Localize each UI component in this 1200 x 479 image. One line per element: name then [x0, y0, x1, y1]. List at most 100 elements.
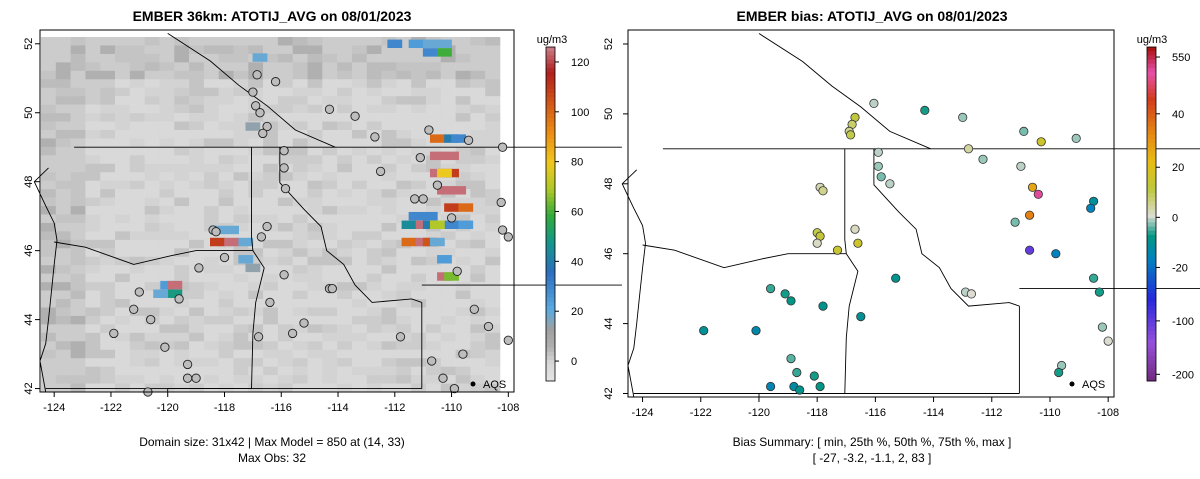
model-grid-cell	[351, 248, 368, 258]
model-grid-cell	[470, 138, 486, 148]
model-grid-cell	[411, 299, 427, 308]
model-grid-cell	[322, 129, 338, 139]
x-tick-label: -116	[865, 407, 886, 419]
model-grid-cell	[425, 96, 442, 105]
border-line	[621, 169, 646, 398]
model-grid-cell	[115, 248, 131, 258]
model-grid-cell	[277, 70, 294, 80]
model-grid-cell	[248, 96, 264, 105]
model-grid-cell	[292, 273, 308, 283]
model-grid-cell	[396, 96, 412, 105]
model-grid-cell	[55, 231, 71, 241]
model-grid-cell	[422, 211, 438, 221]
model-grid-cell	[189, 113, 205, 122]
model-grid-cell	[189, 180, 205, 190]
model-grid-cell	[144, 79, 160, 89]
model-grid-cell	[70, 332, 86, 342]
model-grid-cell	[396, 265, 412, 274]
model-grid-cell	[351, 239, 368, 249]
model-grid-cell	[425, 332, 442, 342]
station-marker	[410, 194, 420, 204]
model-grid-cell	[381, 45, 397, 55]
model-grid-cell	[322, 138, 338, 148]
model-grid-cell	[174, 172, 190, 181]
colorbar-segment	[1147, 109, 1156, 115]
y-tick-label: 46	[23, 245, 35, 257]
model-grid-cell	[129, 113, 145, 122]
model-grid-cell	[292, 358, 308, 367]
model-grid-cell	[485, 155, 501, 165]
model-grid-cell	[337, 138, 353, 148]
model-grid-cell	[115, 315, 131, 325]
model-grid-cell	[174, 155, 190, 165]
model-grid-cell	[159, 307, 175, 317]
model-grid-cell	[351, 138, 368, 148]
model-grid-cell	[233, 172, 249, 181]
model-grid-cell	[189, 189, 205, 198]
model-grid-cell	[411, 138, 427, 148]
model-grid-cell	[411, 180, 427, 190]
model-grid-cell	[277, 79, 294, 89]
model-grid-cell	[233, 332, 249, 342]
model-grid-cell	[174, 315, 190, 325]
model-grid-cell	[351, 307, 368, 317]
station-marker	[469, 304, 479, 314]
station-marker	[452, 266, 462, 276]
model-grid-cell	[292, 172, 308, 181]
model-grid-cell	[159, 53, 175, 63]
model-grid-cell	[70, 282, 86, 291]
model-grid-cell	[174, 113, 190, 122]
model-grid-cell	[245, 122, 261, 131]
model-grid-cell	[485, 290, 501, 300]
model-grid-cell	[218, 45, 234, 55]
colorbar-segment	[546, 67, 555, 73]
model-grid-cell	[203, 87, 219, 97]
model-grid-cell	[100, 121, 116, 131]
border-line	[873, 148, 1020, 307]
colorbar-frame	[1146, 46, 1157, 382]
model-grid-cell	[351, 324, 368, 334]
model-grid-cell	[322, 222, 338, 232]
model-grid-cell	[425, 129, 442, 139]
model-grid-cell	[41, 307, 57, 317]
model-grid-cell	[292, 163, 308, 173]
model-grid-cell	[366, 87, 382, 97]
model-grid-cell	[485, 129, 501, 139]
colorbar-segment	[546, 335, 555, 340]
model-grid-cell	[366, 332, 382, 342]
model-grid-cell	[425, 265, 442, 274]
model-grid-cell	[366, 45, 382, 55]
model-grid-cell	[263, 79, 279, 89]
model-grid-cell	[203, 315, 219, 325]
model-grid-cell	[129, 383, 145, 393]
colorbar-segment	[1147, 193, 1156, 198]
model-grid-cell	[307, 45, 323, 55]
model-grid-cell	[366, 273, 382, 283]
model-grid-cell	[351, 214, 368, 224]
model-grid-cell	[411, 282, 427, 291]
model-grid-cell	[429, 237, 445, 247]
model-grid-cell	[381, 53, 397, 63]
bias-marker	[1071, 133, 1081, 143]
model-grid-cell	[115, 273, 131, 283]
station-marker	[287, 328, 298, 339]
model-grid-cell	[144, 273, 160, 283]
model-grid-cell	[41, 189, 57, 198]
model-grid-cell	[174, 239, 190, 249]
model-grid-cell	[263, 206, 279, 215]
model-grid-cell	[174, 138, 190, 148]
bias-marker	[958, 112, 968, 123]
model-grid-cell	[70, 341, 86, 351]
model-grid-cell	[307, 231, 323, 241]
model-grid-cell	[70, 87, 86, 97]
model-grid-cell	[174, 37, 190, 46]
colorbar-segment	[546, 314, 555, 319]
model-grid-cell	[100, 290, 116, 300]
model-grid-cell	[322, 341, 338, 351]
model-grid-cell	[351, 265, 368, 274]
model-grid-cell	[218, 324, 234, 334]
model-grid-cell	[218, 180, 234, 190]
model-grid-cell	[366, 265, 382, 274]
x-tick-label: -112	[981, 407, 1002, 419]
model-grid-cell	[470, 121, 486, 131]
